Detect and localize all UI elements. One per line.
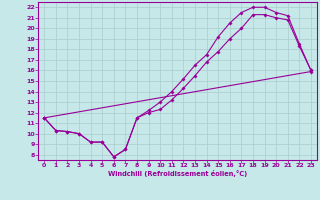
X-axis label: Windchill (Refroidissement éolien,°C): Windchill (Refroidissement éolien,°C) [108,170,247,177]
